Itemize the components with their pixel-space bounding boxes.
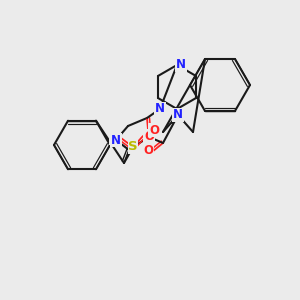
Text: N: N xyxy=(155,103,165,116)
Text: O: O xyxy=(149,124,159,136)
Text: O: O xyxy=(110,131,120,145)
Text: S: S xyxy=(128,140,138,154)
Text: N: N xyxy=(176,58,186,71)
Text: O: O xyxy=(144,130,154,142)
Text: O: O xyxy=(143,143,153,157)
Text: N: N xyxy=(173,109,183,122)
Text: N: N xyxy=(111,134,121,146)
